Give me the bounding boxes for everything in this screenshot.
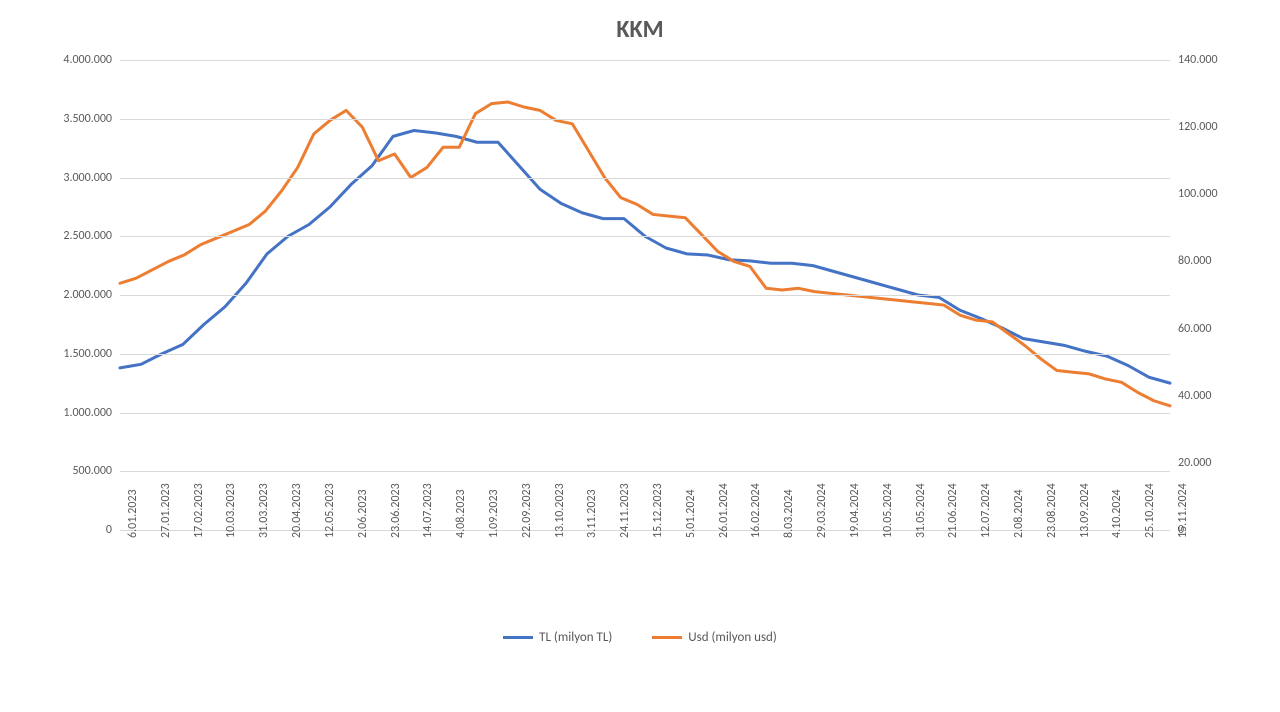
legend-swatch [503,636,533,639]
x-tick-label: 20.04.2023 [290,483,304,538]
x-tick-label: 22.09.2023 [520,483,534,538]
y-right-tick-label: 20.000 [1178,456,1211,470]
legend-item: TL (milyon TL) [503,630,612,645]
x-tick-label: 4.10.2024 [1110,489,1124,538]
x-tick-label: 24.11.2023 [618,483,632,538]
x-tick-label: 2.08.2024 [1012,489,1026,538]
y-right-tick-label: 80.000 [1178,254,1211,268]
legend-swatch [652,636,682,639]
x-tick-label: 15.11.2024 [1176,483,1190,538]
legend-label: TL (milyon TL) [539,630,612,645]
series-line [120,102,1170,406]
y-left-tick-label: 1.500.000 [63,347,112,361]
legend-item: Usd (milyon usd) [652,630,777,645]
x-tick-label: 13.10.2023 [553,483,567,538]
gridline [120,178,1170,179]
x-tick-label: 12.05.2023 [323,483,337,538]
gridline [120,413,1170,414]
chart-title: KKM [0,15,1280,44]
x-tick-label: 8.03.2024 [782,489,796,538]
y-left-tick-label: 1.000.000 [63,406,112,420]
x-tick-label: 14.07.2023 [421,483,435,538]
kkm-chart: KKM TL (milyon TL) Usd (milyon usd) 0 500.… [0,0,1280,712]
x-tick-label: 31.05.2024 [914,483,928,538]
x-tick-label: 15.12.2023 [651,483,665,538]
y-left-tick-label: 500.000 [72,464,112,478]
x-tick-label: 6.01.2023 [126,489,140,538]
gridline [120,354,1170,355]
x-tick-label: 1.09.2023 [487,489,501,538]
gridline [120,471,1170,472]
x-tick-label: 23.08.2024 [1045,483,1059,538]
x-tick-label: 10.03.2023 [224,483,238,538]
gridline [120,295,1170,296]
chart-legend: TL (milyon TL) Usd (milyon usd) [0,630,1280,645]
x-tick-label: 4.08.2023 [454,489,468,538]
y-left-tick-label: 2.000.000 [63,288,112,302]
gridline [120,119,1170,120]
y-right-tick-label: 120.000 [1178,120,1218,134]
series-line [120,131,1170,384]
x-tick-label: 13.09.2024 [1078,483,1092,538]
y-left-tick-label: 0 [106,523,112,537]
x-tick-label: 10.05.2024 [881,483,895,538]
plot-area [120,60,1170,530]
y-right-tick-label: 60.000 [1178,322,1211,336]
x-tick-label: 5.01.2024 [684,489,698,538]
x-tick-label: 21.06.2024 [946,483,960,538]
x-tick-label: 26.01.2024 [717,483,731,538]
y-right-tick-label: 40.000 [1178,389,1211,403]
y-left-tick-label: 2.500.000 [63,229,112,243]
y-right-tick-label: 140.000 [1178,53,1218,67]
x-tick-label: 25.10.2024 [1143,483,1157,538]
y-left-tick-label: 3.500.000 [63,112,112,126]
y-left-tick-label: 3.000.000 [63,171,112,185]
y-right-tick-label: 100.000 [1178,187,1218,201]
x-tick-label: 12.07.2024 [979,483,993,538]
y-left-tick-label: 4.000.000 [63,53,112,67]
x-tick-label: 16.02.2024 [749,483,763,538]
x-tick-label: 27.01.2023 [159,483,173,538]
x-tick-label: 29.03.2024 [815,483,829,538]
x-tick-label: 2.06.2023 [356,489,370,538]
x-tick-label: 19.04.2024 [848,483,862,538]
gridline [120,60,1170,61]
gridline [120,236,1170,237]
x-tick-label: 31.03.2023 [257,483,271,538]
x-tick-label: 23.06.2023 [389,483,403,538]
x-tick-label: 3.11.2023 [585,489,599,538]
x-tick-label: 17.02.2023 [192,483,206,538]
legend-label: Usd (milyon usd) [688,630,777,645]
